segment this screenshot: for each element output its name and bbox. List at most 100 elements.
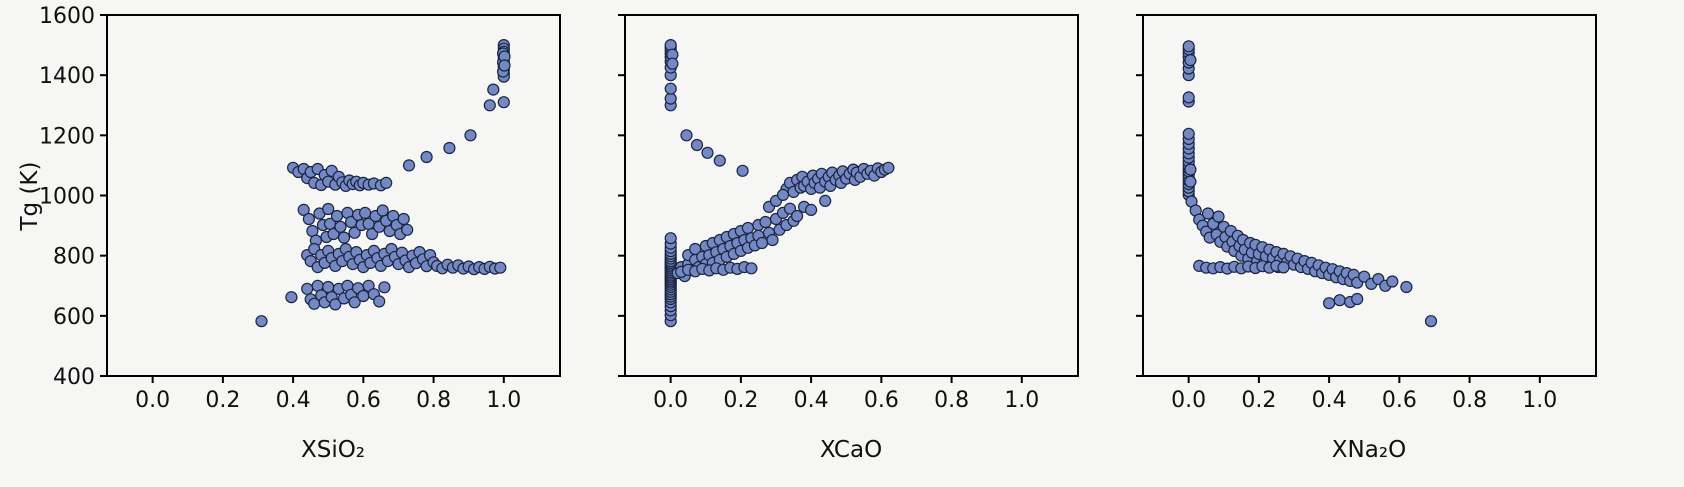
axes-spines <box>1142 14 1597 377</box>
x-tick-label: 0.2 <box>1241 388 1276 413</box>
data-point <box>1182 40 1195 53</box>
data-point <box>327 227 340 241</box>
panel-0: 0.0 0.2 0.4 0.6 0.8 1.0 400 600 800 1000 1200 1400 1… <box>39 4 561 413</box>
y-tick-label: 600 <box>53 305 95 330</box>
data-point <box>464 129 477 142</box>
data-point <box>255 315 268 328</box>
axes-spines <box>624 14 1079 377</box>
x-tick-label: 0.6 <box>864 388 899 413</box>
data-point <box>330 209 344 223</box>
data-point <box>1386 275 1399 288</box>
data-point <box>701 146 714 159</box>
data-point <box>420 150 433 164</box>
data-point <box>680 129 693 142</box>
y-tick-label: 400 <box>53 365 95 390</box>
data-point <box>804 203 818 216</box>
data-point <box>498 59 511 72</box>
x-tick-label: 1.0 <box>1004 388 1039 413</box>
data-point <box>1424 315 1438 328</box>
data-point <box>487 83 500 96</box>
x-tick-label: 0.6 <box>1382 388 1417 413</box>
data-point <box>285 291 298 304</box>
scatter-points <box>1182 40 1438 328</box>
data-point <box>1400 280 1413 294</box>
data-point <box>1182 127 1195 140</box>
x-tick-label: 0.4 <box>276 388 311 413</box>
x-tick-label: 0.6 <box>346 388 381 413</box>
data-point <box>759 215 772 229</box>
data-point <box>301 282 314 295</box>
data-point <box>337 231 351 244</box>
data-point <box>357 289 370 303</box>
data-point <box>664 232 677 245</box>
data-point <box>1322 297 1336 310</box>
x-tick-label: 1.0 <box>486 388 521 413</box>
data-point <box>401 223 414 236</box>
data-point <box>690 138 704 152</box>
x-tick-label: 0.4 <box>1312 388 1347 413</box>
x-tick-label: 0.0 <box>653 388 688 413</box>
data-point <box>378 281 391 294</box>
data-point <box>783 202 797 215</box>
data-point <box>443 141 456 155</box>
data-point <box>713 154 726 167</box>
data-point <box>322 280 335 294</box>
y-tick-label: 1400 <box>39 64 95 89</box>
y-tick-label: 1200 <box>39 124 95 149</box>
x-tick-label: 0.2 <box>205 388 240 413</box>
data-point <box>297 203 310 216</box>
data-point <box>359 206 372 219</box>
data-point <box>366 227 379 241</box>
x-axis-label-xcao: XCaO <box>819 437 883 463</box>
data-point <box>373 295 386 308</box>
data-point <box>380 176 393 189</box>
data-point <box>348 226 361 239</box>
data-point <box>755 236 769 250</box>
scatter-points <box>664 38 895 328</box>
data-point <box>1351 292 1364 306</box>
data-point <box>745 262 758 275</box>
x-tick-label: 0.0 <box>1171 388 1206 413</box>
x-tick-label: 1.0 <box>1522 388 1557 413</box>
data-point <box>666 57 679 70</box>
x-tick-label: 0.8 <box>416 388 451 413</box>
data-point <box>1184 175 1197 188</box>
data-point <box>1277 261 1290 274</box>
data-point <box>334 220 347 233</box>
x-axis-label-xna2o: XNa₂O <box>1331 437 1407 463</box>
data-point <box>766 233 779 247</box>
data-point <box>790 209 804 223</box>
panel-2: 0.0 0.2 0.4 0.6 0.8 1.0 <box>1136 14 1597 413</box>
y-tick-label: 800 <box>53 245 95 270</box>
axes-spines <box>106 14 561 377</box>
data-point <box>819 194 832 207</box>
data-point <box>322 202 335 216</box>
x-axis-label-xsio2: XSiO₂ <box>300 437 366 463</box>
data-point <box>776 188 790 201</box>
x-tick-label: 0.4 <box>794 388 829 413</box>
data-point <box>1333 294 1346 307</box>
data-point <box>1212 210 1225 223</box>
data-point <box>1184 163 1197 176</box>
y-tick-label: 1000 <box>39 185 95 210</box>
y-tick-label: 1600 <box>39 4 95 29</box>
data-point <box>736 164 749 177</box>
x-tick-label: 0.8 <box>1452 388 1487 413</box>
scatter-points <box>255 38 511 328</box>
x-tick-label: 0.2 <box>723 388 758 413</box>
data-point <box>497 96 510 109</box>
data-point <box>1358 270 1371 283</box>
data-point <box>1201 207 1215 220</box>
data-point <box>1184 53 1197 67</box>
data-point <box>1182 91 1195 104</box>
data-point <box>664 82 677 95</box>
x-tick-label: 0.0 <box>135 388 170 413</box>
y-axis-label: Tg (K) <box>17 161 43 231</box>
data-point <box>402 159 416 172</box>
data-point <box>376 204 389 217</box>
data-point <box>397 212 410 226</box>
x-tick-label: 0.8 <box>934 388 969 413</box>
data-point <box>483 99 496 112</box>
